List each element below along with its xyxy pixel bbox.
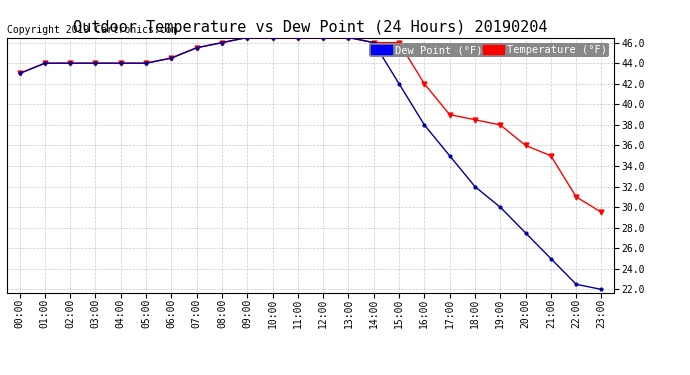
Text: Copyright 2019 Cartronics.com: Copyright 2019 Cartronics.com	[7, 25, 177, 35]
Legend: Dew Point (°F), Temperature (°F): Dew Point (°F), Temperature (°F)	[369, 43, 609, 57]
Title: Outdoor Temperature vs Dew Point (24 Hours) 20190204: Outdoor Temperature vs Dew Point (24 Hou…	[73, 20, 548, 35]
